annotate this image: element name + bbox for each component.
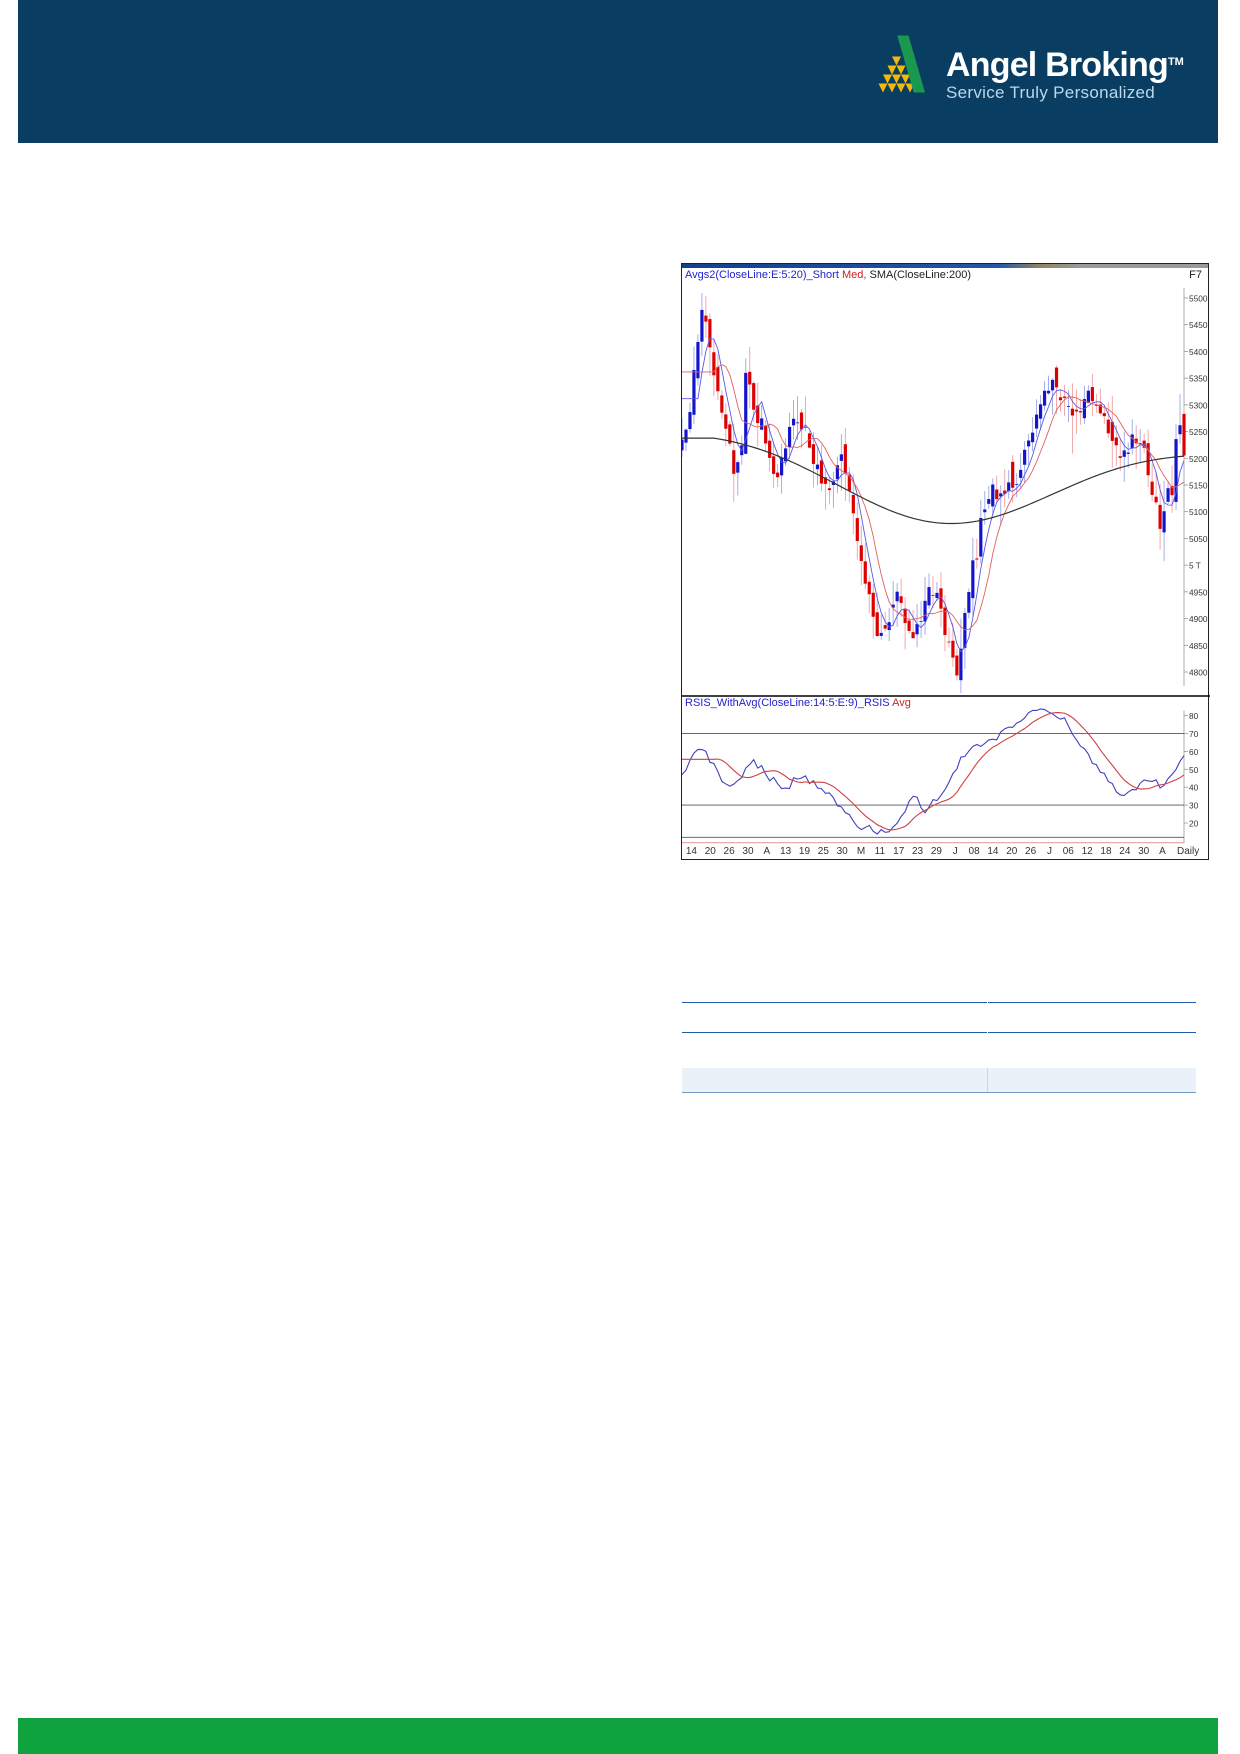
svg-text:5350: 5350 — [1189, 374, 1208, 384]
svg-text:5250: 5250 — [1189, 427, 1208, 437]
svg-text:5100: 5100 — [1189, 507, 1208, 517]
svg-text:5300: 5300 — [1189, 400, 1208, 410]
svg-text:5200: 5200 — [1189, 454, 1208, 464]
svg-text:5450: 5450 — [1189, 320, 1208, 330]
svg-text:20: 20 — [1189, 819, 1199, 829]
svg-text:5150: 5150 — [1189, 481, 1208, 491]
svg-text:80: 80 — [1189, 711, 1199, 721]
svg-text:4900: 4900 — [1189, 614, 1208, 624]
svg-text:5050: 5050 — [1189, 534, 1208, 544]
svg-text:30: 30 — [1189, 801, 1199, 811]
svg-text:5500: 5500 — [1189, 294, 1208, 304]
svg-text:5400: 5400 — [1189, 347, 1208, 357]
svg-text:5 T: 5 T — [1189, 561, 1201, 571]
svg-text:60: 60 — [1189, 747, 1199, 757]
svg-text:4850: 4850 — [1189, 641, 1208, 651]
svg-text:4950: 4950 — [1189, 587, 1208, 597]
svg-text:40: 40 — [1189, 783, 1199, 793]
svg-text:50: 50 — [1189, 765, 1199, 775]
svg-text:70: 70 — [1189, 729, 1199, 739]
svg-text:4800: 4800 — [1189, 668, 1208, 678]
